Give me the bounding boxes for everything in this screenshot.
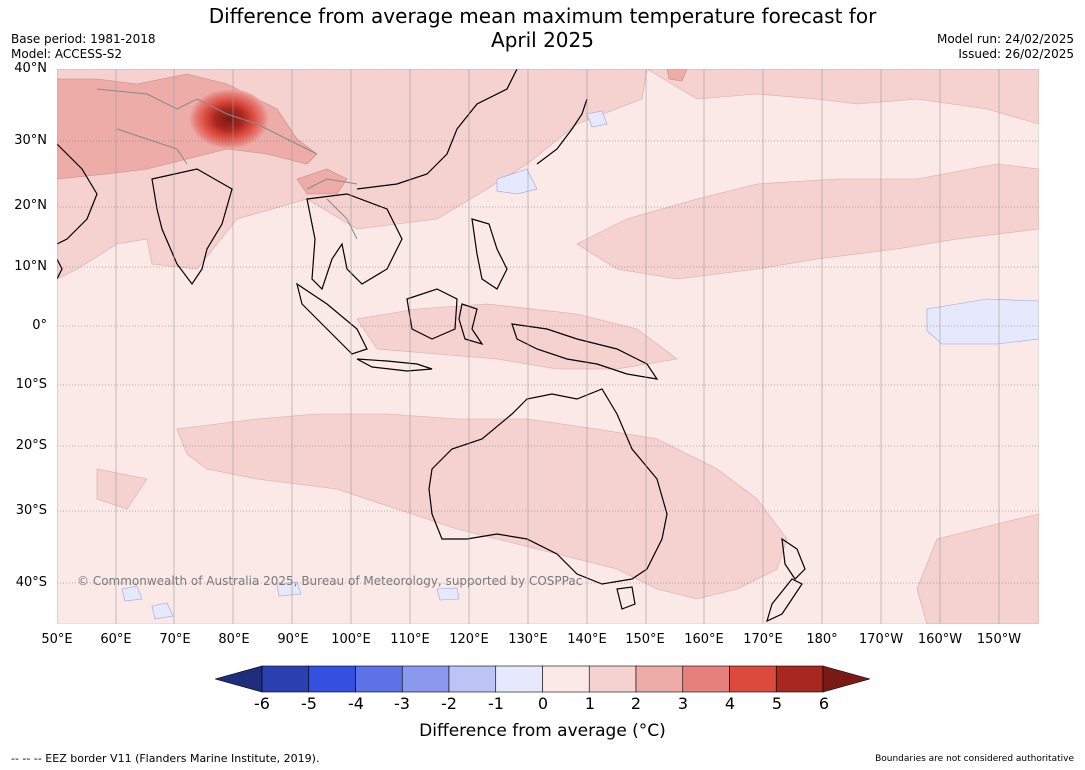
lat-label-40n: 40°N <box>14 61 47 76</box>
model-run-text: Model run: 24/02/2025 <box>936 32 1074 46</box>
anomaly-hotspot <box>189 89 269 149</box>
sulawesi-coast <box>458 303 484 346</box>
colorbar-segment <box>308 665 356 693</box>
colorbar-segment <box>542 665 590 693</box>
java-coast <box>356 358 433 372</box>
meta-left: Base period: 1981-2018 Model: ACCESS-S2 <box>11 32 156 62</box>
colorbar-tick-0: 0 <box>537 694 549 713</box>
colorbar-tick-4: 4 <box>724 694 736 713</box>
map-title: Difference from average mean maximum tem… <box>0 4 1085 52</box>
model-text: Model: ACCESS-S2 <box>11 47 123 61</box>
arabia-coast <box>57 143 98 245</box>
colorbar-tick-m6: -6 <box>254 694 270 713</box>
country-borders <box>96 88 358 240</box>
borneo-coast <box>406 288 458 340</box>
colorbar-extend-high <box>822 665 870 693</box>
lat-label-10s: 10°S <box>15 377 47 392</box>
lon-label-150w: 150°W <box>976 632 1022 647</box>
colorbar-segment <box>495 665 543 693</box>
colorbar-tick-2: 2 <box>630 694 642 713</box>
sumatra-coast <box>296 282 368 355</box>
lon-label-70e: 70°E <box>159 632 191 647</box>
nz-north-coast <box>781 537 806 580</box>
boundary-note: Boundaries are not considered authoritat… <box>875 754 1074 764</box>
philippines-coast <box>471 218 508 290</box>
lat-label-30n: 30°N <box>14 133 47 148</box>
colorbar-tick-m2: -2 <box>441 694 457 713</box>
colorbar-segment <box>588 665 637 693</box>
colorbar-segment <box>682 665 730 693</box>
indochina-coast <box>306 193 403 291</box>
colorbar-tick-6: 6 <box>818 694 830 713</box>
lon-label-90e: 90°E <box>277 632 309 647</box>
colorbar-segment <box>635 665 684 693</box>
meta-right: Model run: 24/02/2025 Issued: 26/02/2025 <box>937 32 1074 62</box>
lat-label-20n: 20°N <box>14 198 47 213</box>
colorbar-segments <box>215 665 870 693</box>
lon-label-180: 180° <box>806 632 838 647</box>
lon-label-120e: 120°E <box>449 632 489 647</box>
east-asia-coast <box>356 69 518 190</box>
lat-label-20s: 20°S <box>15 438 47 453</box>
australia-coast <box>428 388 668 585</box>
lon-label-100e: 100°E <box>331 632 371 647</box>
lon-label-170w: 170°W <box>858 632 904 647</box>
lon-label-140e: 140°E <box>567 632 607 647</box>
anomaly-negative-regions <box>121 110 1039 620</box>
japan-coast <box>536 98 588 165</box>
lat-label-0: 0° <box>32 318 47 333</box>
lon-label-150e: 150°E <box>625 632 665 647</box>
colorbar-tick-m3: -3 <box>394 694 410 713</box>
copyright-text: © Commonwealth of Australia 2025, Bureau… <box>77 574 583 588</box>
colorbar-tick-3: 3 <box>677 694 689 713</box>
colorbar <box>215 665 870 693</box>
lon-label-130e: 130°E <box>508 632 548 647</box>
issued-text: Issued: 26/02/2025 <box>958 47 1074 61</box>
lon-label-170e: 170°E <box>743 632 783 647</box>
lat-label-40s: 40°S <box>15 575 47 590</box>
colorbar-tick-m5: -5 <box>301 694 317 713</box>
nz-south-coast <box>766 578 803 623</box>
new-guinea-coast <box>511 323 659 380</box>
eez-note: -- -- -- EEZ border V11 (Flanders Marine… <box>11 752 320 765</box>
lat-label-30s: 30°S <box>15 503 47 518</box>
title-line-2: April 2025 <box>491 28 594 52</box>
colorbar-tick-m1: -1 <box>488 694 504 713</box>
india-coast <box>151 168 233 286</box>
lon-label-50e: 50°E <box>41 632 73 647</box>
lon-label-60e: 60°E <box>100 632 132 647</box>
africa-horn-coast <box>57 258 63 280</box>
forecast-map <box>57 69 1039 624</box>
colorbar-segment <box>355 665 403 693</box>
colorbar-tick-1: 1 <box>584 694 596 713</box>
anomaly-1-2-regions <box>57 69 1039 624</box>
colorbar-segment <box>729 665 777 693</box>
colorbar-label: Difference from average (°C) <box>419 721 666 741</box>
colorbar-segment <box>775 665 824 693</box>
lon-label-110e: 110°E <box>390 632 430 647</box>
colorbar-segment <box>448 665 497 693</box>
colorbar-tick-m4: -4 <box>348 694 364 713</box>
meridians <box>57 69 1000 624</box>
colorbar-segment <box>261 665 310 693</box>
coastlines <box>57 69 806 623</box>
lon-label-80e: 80°E <box>218 632 250 647</box>
lon-label-160w: 160°W <box>917 632 963 647</box>
title-line-1: Difference from average mean maximum tem… <box>208 4 877 28</box>
base-period-text: Base period: 1981-2018 <box>11 32 156 46</box>
tasmania-coast <box>616 586 636 610</box>
colorbar-tick-5: 5 <box>771 694 783 713</box>
lon-label-160e: 160°E <box>684 632 724 647</box>
colorbar-segment <box>401 665 450 693</box>
colorbar-extend-low <box>215 665 263 693</box>
lat-label-10n: 10°N <box>14 259 47 274</box>
